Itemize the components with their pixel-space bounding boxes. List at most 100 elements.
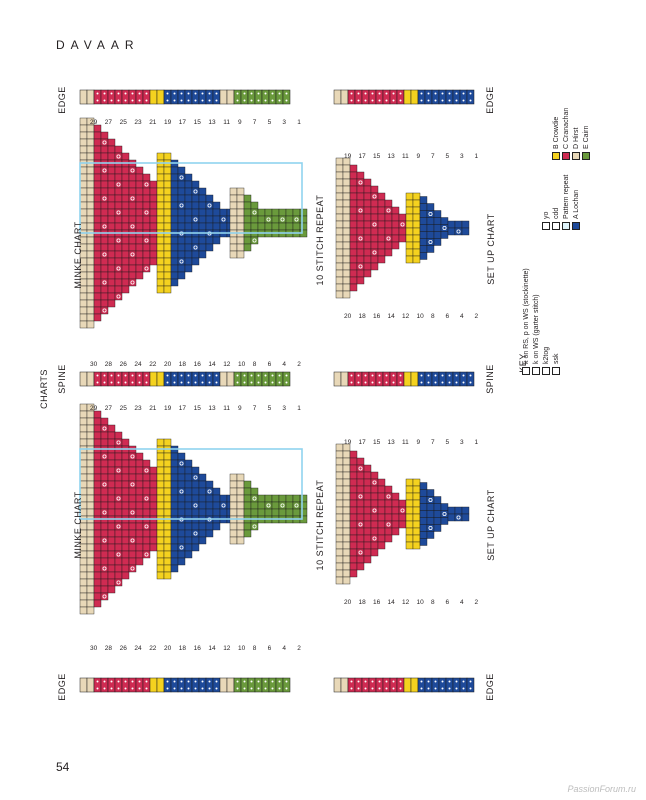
minke-chart-2-cell (121, 529, 130, 538)
minke-chart-2-yo (179, 461, 184, 466)
setup-chart-1-cell (342, 255, 351, 264)
minke-chart-1-cell (292, 208, 301, 217)
minke-chart-1-cell (184, 215, 193, 224)
minke-chart-1-cell (107, 173, 116, 182)
minke-chart-2-cell (205, 508, 214, 517)
edge-strip-top-dot (257, 99, 260, 102)
minke-chart-2-cell (100, 452, 109, 461)
edge-strip-bottom-cell (226, 677, 235, 693)
minke-chart-1-cell (198, 250, 207, 259)
minke-chart-1-cell (79, 180, 88, 189)
minke-row-number: 26 (120, 361, 128, 368)
setup-chart-1-cell (391, 241, 400, 250)
minke-chart-1-cell (107, 201, 116, 210)
minke-chart-2-cell (121, 452, 130, 461)
minke-chart-2-cell (100, 536, 109, 545)
minke-chart-1-cell (299, 208, 308, 217)
minke-chart-1-cell (163, 173, 172, 182)
minke-chart-2-cell (79, 459, 88, 468)
edge-strip-bottom-cell (177, 677, 186, 693)
minke-chart-2-cell (163, 480, 172, 489)
setup-chart-2-cell (447, 506, 456, 515)
minke-chart-2-cell (170, 550, 179, 559)
minke-chart-1-cell (191, 194, 200, 203)
minke-chart-2-cell (299, 508, 308, 517)
setup-chart-2-cell (412, 527, 421, 536)
setup-chart-2-cell (349, 555, 358, 564)
minke-row-number: 22 (149, 645, 157, 652)
spine-strip-left-dot (124, 374, 127, 377)
minke-chart-2-cell (100, 473, 109, 482)
setup-chart-1-cell (377, 206, 386, 215)
edge-strip-top-cell (268, 89, 277, 105)
edge-strip-top-right-dot (357, 92, 360, 95)
minke-chart-2-cell (177, 550, 186, 559)
minke-chart-2-cell (79, 403, 88, 412)
minke-chart-2-cell (142, 522, 151, 531)
key-stockinette: k on RS, p on WS (stockinette) (522, 268, 530, 375)
minke-chart-1-cell (79, 320, 88, 329)
edge-strip-top-right-cell (417, 89, 426, 105)
setup-chart-2-cell (349, 485, 358, 494)
edge-strip-top-right-dot (441, 92, 444, 95)
setup-chart-2-cell (370, 471, 379, 480)
setup-chart-1-cell (342, 199, 351, 208)
minke-chart-1-yo (102, 308, 107, 313)
minke-chart-1-cell (184, 180, 193, 189)
minke-chart-1-cell (107, 250, 116, 259)
minke-chart-2-cell (264, 494, 273, 503)
edge-label-bottom: EDGE (57, 673, 67, 701)
minke-chart-1-cell (107, 236, 116, 245)
setup-chart-2-cell (356, 478, 365, 487)
minke-chart-1-cell (121, 278, 130, 287)
key-label: C Cranachan (562, 107, 570, 149)
edge-strip-top-dot (180, 99, 183, 102)
minke-chart-1-cell (86, 124, 95, 133)
setup-chart-1-cell (335, 185, 344, 194)
minke-chart-1-cell (177, 166, 186, 175)
minke-chart-2-cell (86, 487, 95, 496)
minke-chart-1-cell (107, 138, 116, 147)
minke-chart-2-cell (250, 494, 259, 503)
minke-row-number: 28 (105, 645, 113, 652)
minke-chart-2-cell (86, 606, 95, 615)
minke-chart-1-cell (128, 201, 137, 210)
setup-chart-2-cell (363, 464, 372, 473)
setup-row-number: 10 (417, 313, 425, 320)
key-ssk: ssk (552, 354, 560, 375)
minke-chart-2-cell (198, 529, 207, 538)
setup-chart-1-cell (433, 231, 442, 239)
minke-chart-1-cell (128, 264, 137, 273)
edge-strip-top-right-cell (424, 89, 433, 105)
minke-chart-2-cell (278, 501, 287, 510)
minke-chart-1-cell (229, 243, 238, 252)
minke-chart-2-cell (292, 494, 301, 503)
minke-chart-2-cell (156, 536, 165, 545)
minke-row-number: 25 (120, 119, 128, 126)
minke-chart-2-cell (121, 459, 130, 468)
minke-chart-2-cell (156, 452, 165, 461)
minke-chart-2-cell (198, 508, 207, 517)
minke-chart-1-cell (163, 222, 172, 231)
minke-chart-2-yo (266, 503, 271, 508)
setup-chart-1-cell (356, 199, 365, 208)
setup-chart-2-cell (349, 534, 358, 543)
setup-chart-2-cell (342, 562, 351, 571)
minke-chart-1-cell (156, 264, 165, 273)
minke-row-number: 7 (253, 119, 257, 126)
edge-strip-bottom-cell (149, 677, 158, 693)
setup-chart-2-cell (419, 531, 428, 539)
setup-chart-1-cell (405, 255, 414, 264)
setup-chart-1-cell (370, 199, 379, 208)
minke-row-number: 15 (194, 119, 202, 126)
minke-row-number: 30 (90, 645, 98, 652)
minke-chart-1-cell (170, 271, 179, 280)
minke-chart-1-cell (236, 201, 245, 210)
edge-strip-top-right-dot (357, 99, 360, 102)
setup-chart-2-cell (419, 489, 428, 497)
edge-strip-top-dot (271, 92, 274, 95)
spine-strip-left-dot (236, 374, 239, 377)
edge-strip-bottom-right-cell (417, 677, 426, 693)
edge-strip-top-right-cell (354, 89, 363, 105)
setup-chart-1-cell (426, 245, 435, 253)
